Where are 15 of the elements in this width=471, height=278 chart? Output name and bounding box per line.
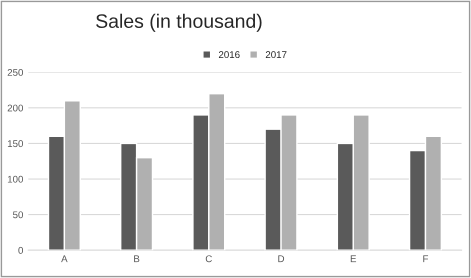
x-tick-label: B	[134, 255, 140, 262]
x-tick-label: D	[278, 255, 284, 262]
y-tick-label: 50	[12, 211, 24, 218]
y-tick-label: 150	[8, 140, 24, 148]
y-tick-label: 200	[8, 104, 24, 112]
legend-label: 2016	[218, 51, 240, 58]
x-tick-label: A	[61, 255, 68, 262]
x-tick-label: C	[206, 255, 212, 262]
x-tick-label: F	[423, 255, 428, 262]
y-tick-label: 100	[8, 176, 24, 183]
y-tick-label: 250	[8, 69, 24, 76]
x-tick-label: E	[350, 255, 356, 262]
chart-title: Sales (in thousand)	[96, 14, 262, 32]
y-tick-label: 0	[18, 246, 24, 254]
legend-label: 2017	[266, 51, 286, 58]
